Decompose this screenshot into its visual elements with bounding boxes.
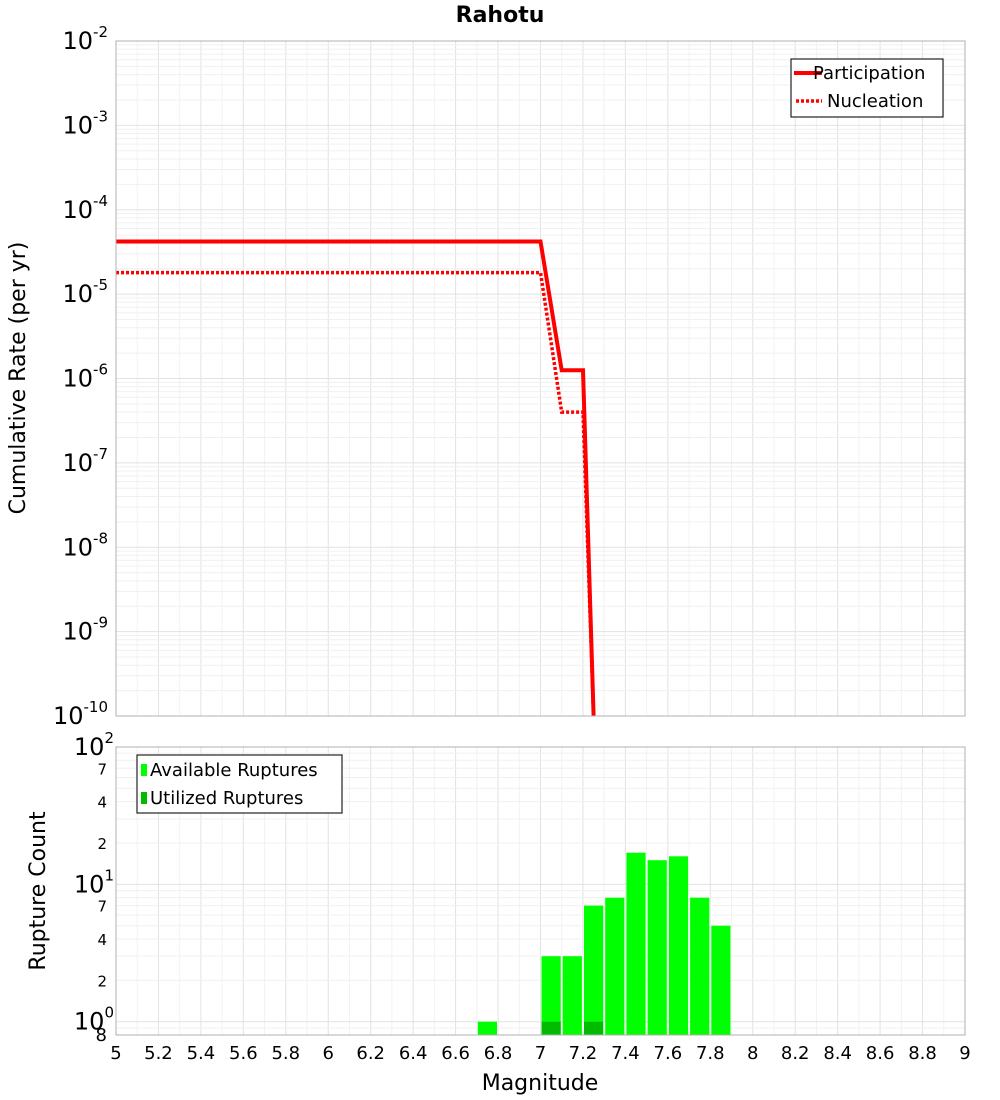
- x-tick-label: 8.2: [781, 1043, 810, 1064]
- bottom-y-minor-label: 2: [97, 972, 107, 990]
- top-y-tick-label: 10-3: [62, 107, 108, 139]
- top-y-tick-label: 10-10: [53, 698, 108, 730]
- chart-title: Rahotu: [456, 3, 545, 28]
- available-rupture-bar: [626, 852, 646, 1035]
- x-tick-label: 8.6: [866, 1043, 895, 1064]
- bottom-y-tick-label: 100: [74, 1004, 114, 1036]
- available-rupture-bar: [647, 860, 667, 1035]
- rate-plot: 10-2 10-3 10-4 10-5 10-6 10-7 10-8 10-9 10-10 Par…: [53, 23, 966, 730]
- x-tick-label: 6.2: [356, 1043, 385, 1064]
- top-y-tick-label: 10-8: [62, 529, 108, 561]
- legend-label-utilized-ruptures: Utilized Ruptures: [150, 788, 303, 809]
- bottom-y-tick-label: 102: [74, 729, 114, 761]
- utilized-rupture-bar: [541, 1021, 561, 1035]
- x-tick-label: 5: [110, 1043, 121, 1064]
- utilized-rupture-bar: [584, 1021, 604, 1035]
- available-rupture-bar: [584, 905, 604, 1035]
- x-tick-label: 6.6: [441, 1043, 470, 1064]
- x-tick-label: 6.8: [484, 1043, 513, 1064]
- bottom-legend: Available Ruptures Utilized Ruptures: [136, 754, 343, 814]
- x-tick-label: 7.2: [569, 1043, 598, 1064]
- x-tick-label: 6: [323, 1043, 334, 1064]
- top-grid: [115, 41, 966, 717]
- x-tick-label: 8.8: [908, 1043, 937, 1064]
- x-tick-label: 5.2: [144, 1043, 173, 1064]
- available-rupture-bar: [711, 925, 731, 1035]
- x-tick-label: 6.4: [399, 1043, 428, 1064]
- bottom-plot-border: [115, 746, 966, 1036]
- x-tick-label: 7.8: [696, 1043, 725, 1064]
- top-y-tick-label: 10-9: [62, 614, 108, 646]
- bottom-y-minor-label: 2: [97, 835, 107, 853]
- legend-label-available-ruptures: Available Ruptures: [150, 760, 318, 781]
- available-rupture-bar: [477, 1021, 497, 1035]
- top-y-tick-label: 10-4: [62, 192, 108, 224]
- bottom-y-minor-label: 7: [97, 898, 107, 916]
- top-plot-border: [115, 40, 966, 717]
- bottom-y-minor-label: 8: [96, 1025, 107, 1046]
- top-y-axis-label: Cumulative Rate (per yr): [6, 242, 31, 515]
- available-rupture-bar: [562, 956, 582, 1035]
- top-y-tick-label: 10-5: [62, 276, 108, 308]
- available-rupture-bar: [605, 897, 625, 1035]
- bottom-legend-box: [136, 754, 343, 814]
- x-tick-label: 7.6: [654, 1043, 683, 1064]
- x-tick-label: 8: [747, 1043, 758, 1064]
- top-legend: Participation Nucleation: [790, 58, 944, 118]
- top-y-tick-label: 10-6: [62, 361, 108, 393]
- bottom-y-minor-label: 4: [97, 794, 107, 812]
- top-legend-box: [790, 58, 944, 118]
- legend-swatch-available-ruptures: [141, 764, 147, 776]
- top-y-tick-label: 10-7: [62, 445, 108, 477]
- x-axis-label: Magnitude: [482, 1071, 599, 1096]
- x-tick-label: 7: [535, 1043, 546, 1064]
- available-rupture-bar: [541, 956, 561, 1035]
- x-tick-label: 5.4: [187, 1043, 216, 1064]
- x-tick-label: 9: [959, 1043, 970, 1064]
- bottom-y-minor-label: 7: [97, 760, 107, 778]
- bottom-y-minor-label: 4: [97, 931, 107, 949]
- rupture-count-plot: 102 101 100 7 4 2 7 4 2 8 Available Ruptures Utiliz…: [74, 729, 971, 1064]
- x-tick-label: 7.4: [611, 1043, 640, 1064]
- legend-label-participation: Participation: [813, 63, 925, 84]
- legend-label-nucleation: Nucleation: [827, 91, 923, 112]
- available-rupture-bar: [690, 897, 710, 1035]
- bottom-y-tick-label: 101: [74, 866, 114, 898]
- x-tick-label: 5.6: [229, 1043, 258, 1064]
- series-line-nucleation: [116, 270, 596, 717]
- legend-swatch-utilized-ruptures: [141, 792, 147, 804]
- top-y-tick-label: 10-2: [62, 23, 108, 55]
- x-tick-label: 5.8: [271, 1043, 300, 1064]
- available-rupture-bar: [668, 856, 689, 1035]
- x-tick-label: 8.4: [823, 1043, 852, 1064]
- bottom-y-axis-label: Rupture Count: [26, 811, 51, 971]
